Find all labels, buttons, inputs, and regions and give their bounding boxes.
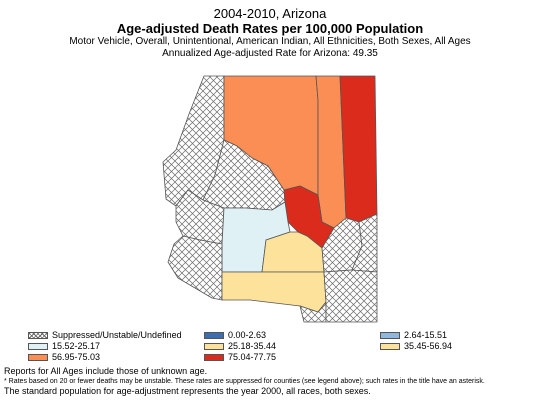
legend-swatch [28, 332, 48, 340]
legend-item-25-18-35-44: 25.18-35.44 [204, 341, 276, 352]
note-unknown-age: Reports for All Ages include those of un… [4, 366, 208, 376]
legend-swatch [204, 343, 224, 351]
legend-swatch [380, 332, 400, 340]
footer-notes: Reports for All Ages include those of un… [4, 366, 540, 397]
county-apache [339, 75, 378, 223]
note-standard-population: The standard population for age-adjustme… [4, 386, 371, 396]
county-yuma [167, 235, 223, 301]
legend: Suppressed/Unstable/Undefined 0.00-2.63 … [28, 330, 528, 366]
title-block: 2004-2010, Arizona Age-adjusted Death Ra… [0, 6, 540, 60]
legend-item-suppressed: Suppressed/Unstable/Undefined [28, 330, 182, 341]
legend-swatch [204, 332, 224, 340]
arizona-county-map [162, 75, 378, 323]
title-main: Age-adjusted Death Rates per 100,000 Pop… [116, 21, 424, 36]
county-pima [221, 271, 327, 313]
county-cochise [323, 269, 378, 323]
subtitle-state-rate: Annualized Age-adjusted Rate for Arizona… [162, 48, 378, 59]
legend-item-15-52-25-17: 15.52-25.17 [28, 341, 100, 352]
subtitle-filters: Motor Vehicle, Overall, Unintentional, A… [69, 36, 471, 47]
legend-item-56-95-75-03: 56.95-75.03 [28, 352, 100, 363]
legend-swatch [28, 354, 48, 362]
legend-item-75-04-77-75: 75.04-77.75 [204, 352, 276, 363]
title-years: 2004-2010, Arizona [213, 6, 327, 21]
legend-item-35-45-56-94: 35.45-56.94 [380, 341, 452, 352]
legend-item-2-64-15-51: 2.64-15.51 [380, 330, 447, 341]
legend-swatch [28, 343, 48, 351]
legend-swatch [380, 343, 400, 351]
legend-swatch [204, 354, 224, 362]
note-suppression: * Rates based on 20 or fewer deaths may … [4, 378, 485, 385]
legend-item-0-00-2-63: 0.00-2.63 [204, 330, 266, 341]
